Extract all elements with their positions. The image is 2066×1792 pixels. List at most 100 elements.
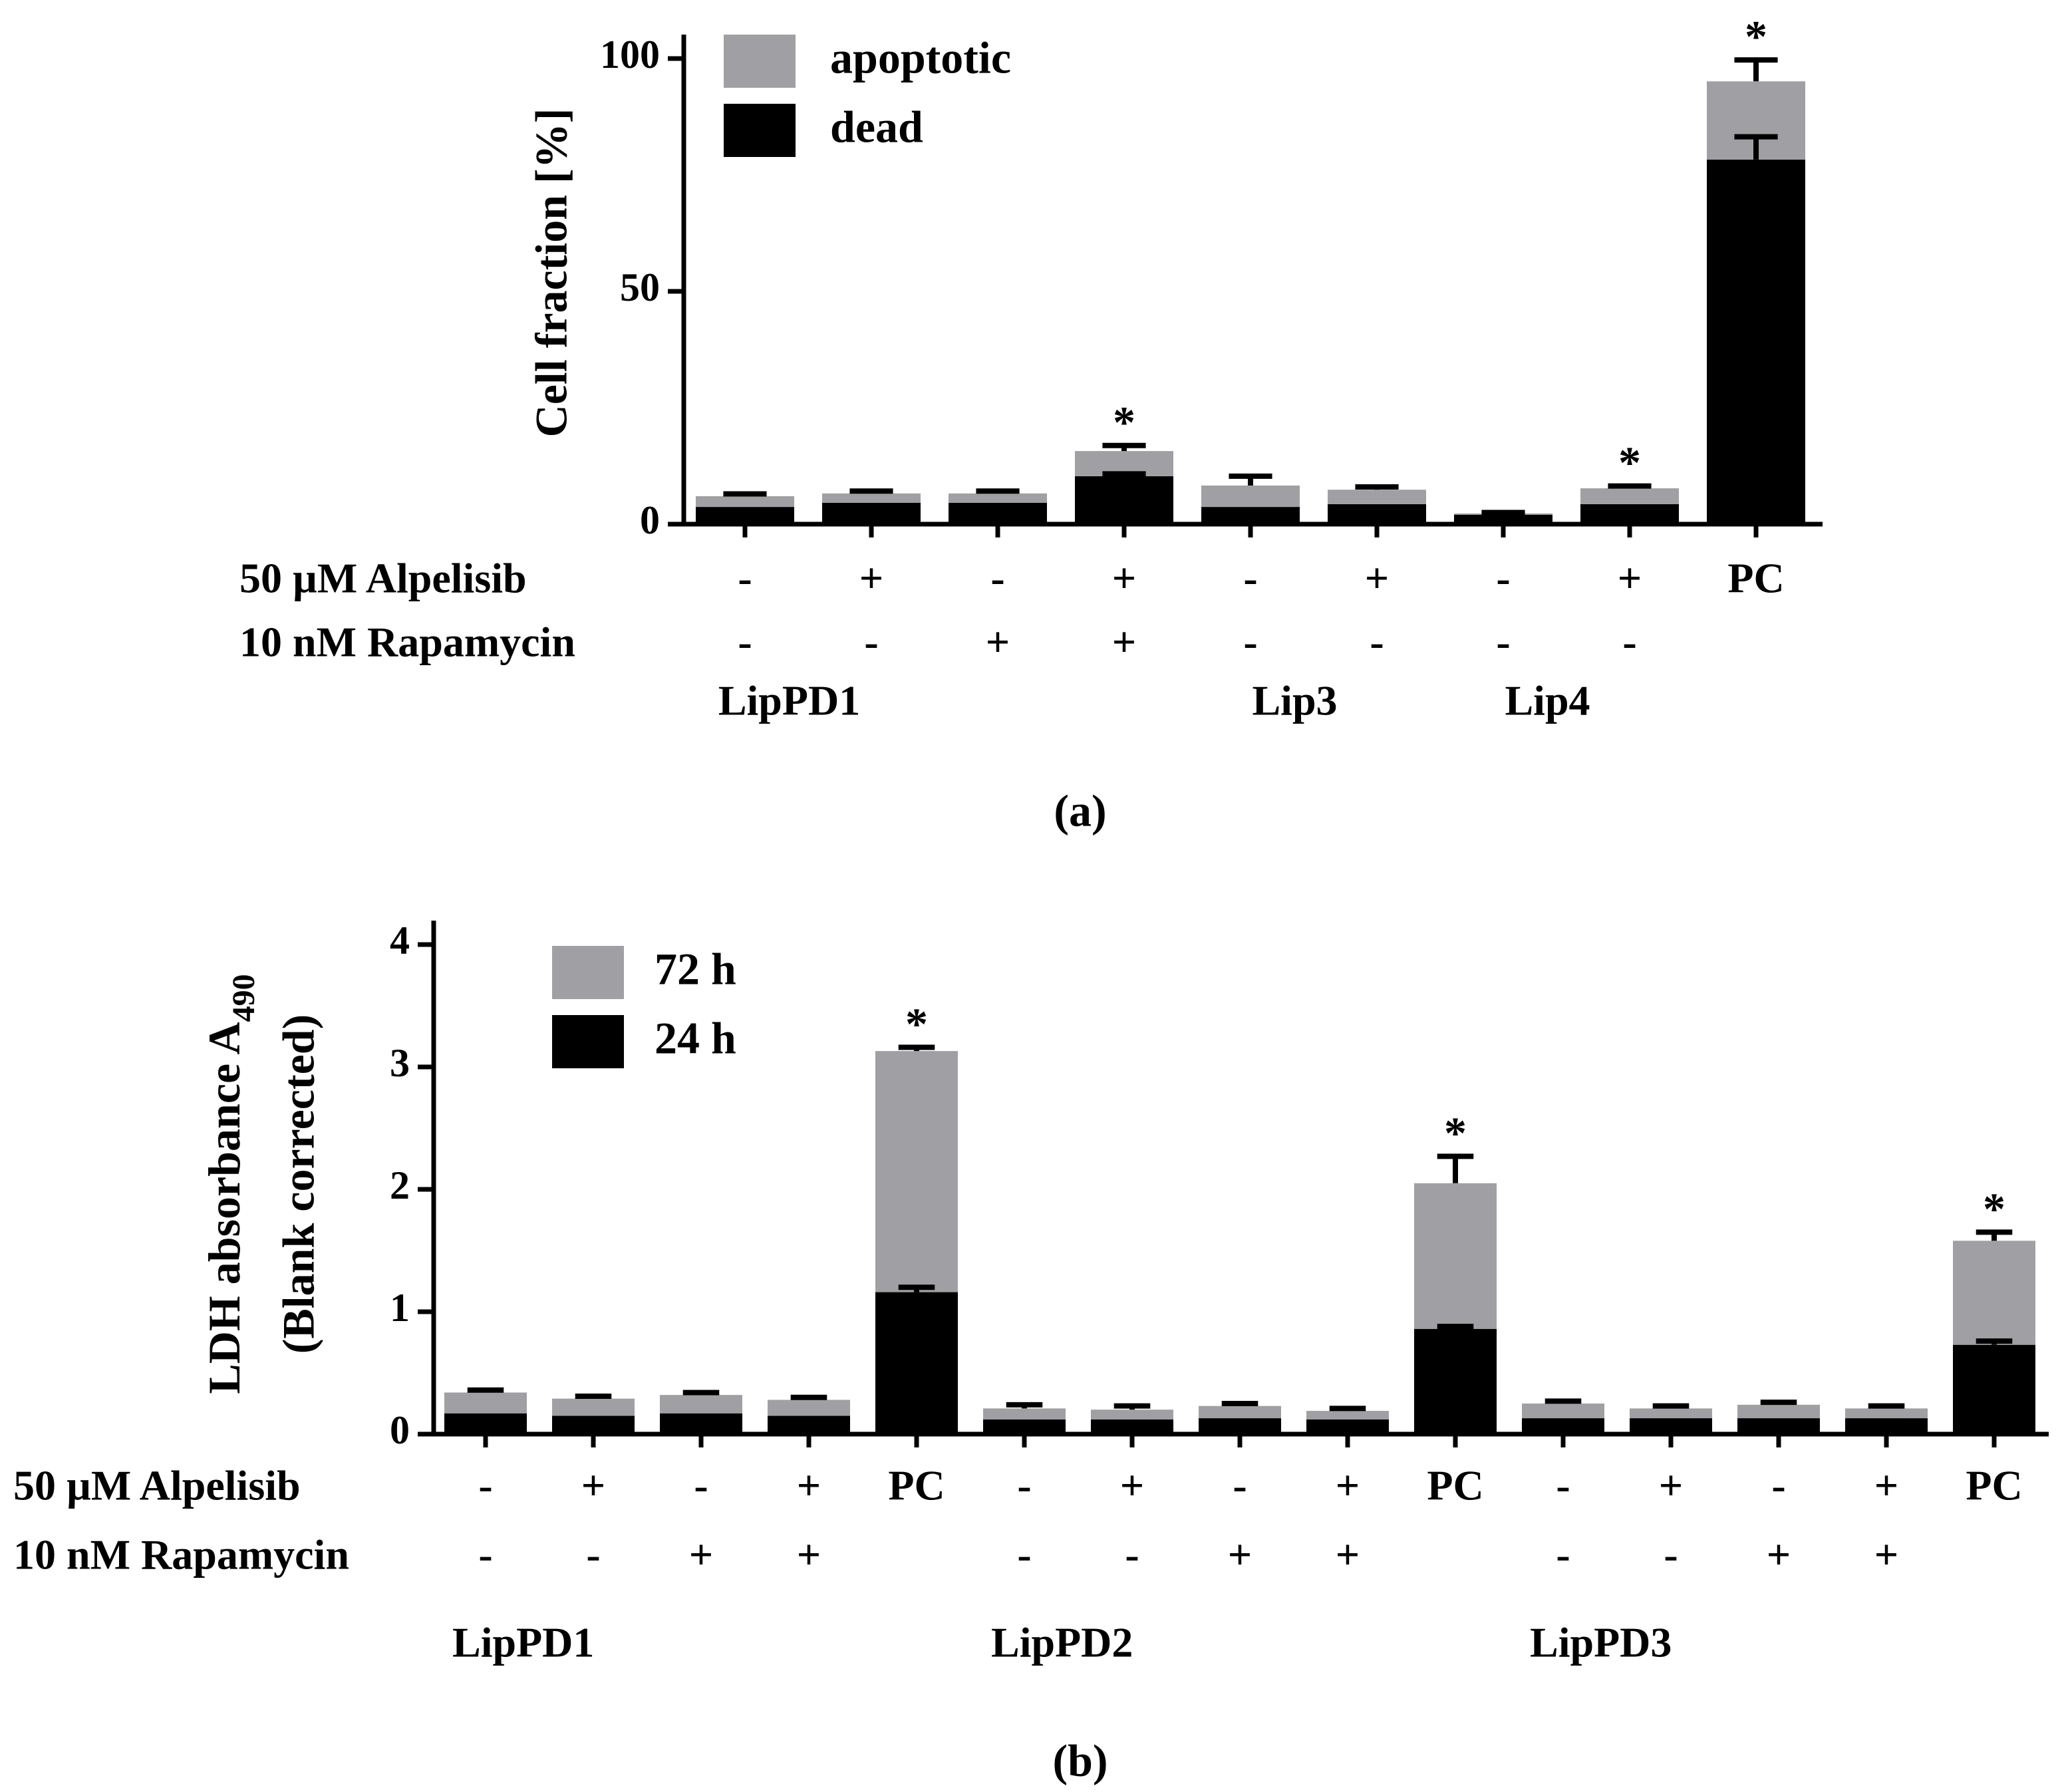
row-value: + xyxy=(1365,555,1389,602)
group-label: LipPD2 xyxy=(991,1619,1133,1666)
bar-segment xyxy=(768,1416,850,1434)
y-tick-label: 3 xyxy=(390,1041,410,1085)
significance-mark: * xyxy=(1983,1183,2005,1234)
row-value: - xyxy=(1017,1531,1031,1578)
bar-segment xyxy=(1845,1418,1928,1434)
significance-mark: * xyxy=(1444,1108,1467,1158)
row-value: - xyxy=(1243,555,1257,602)
bar-segment xyxy=(660,1413,742,1434)
y-tick-label: 0 xyxy=(640,498,660,542)
row-value: - xyxy=(738,555,752,602)
group-label: LipPD3 xyxy=(1530,1619,1672,1666)
significance-mark: * xyxy=(905,998,928,1049)
bar-segment xyxy=(822,502,921,524)
y-axis-label-line2: (Blank corrected) xyxy=(273,1014,324,1354)
bar-segment xyxy=(1414,1328,1497,1434)
error-bar xyxy=(1221,1401,1258,1406)
y-axis-label: Cell fraction [%] xyxy=(526,108,577,438)
group-label: LipPD1 xyxy=(718,677,860,724)
row-value: + xyxy=(1874,1462,1898,1509)
error-bar xyxy=(1652,1403,1690,1409)
error-bar xyxy=(1760,1400,1797,1406)
row-label: 50 µM Alpelisib xyxy=(13,1462,301,1509)
bar-segment xyxy=(1414,1183,1497,1329)
bar-segment xyxy=(949,493,1047,503)
row-value: + xyxy=(986,619,1010,666)
row-value: + xyxy=(1336,1531,1360,1578)
row-value: - xyxy=(738,619,752,666)
row-value: - xyxy=(1017,1462,1031,1509)
bar-segment xyxy=(1630,1408,1712,1419)
row-value: - xyxy=(1556,1531,1570,1578)
y-tick-label: 0 xyxy=(390,1408,410,1452)
bar-segment xyxy=(822,493,921,503)
error-bar xyxy=(1355,484,1399,490)
bar-segment xyxy=(875,1051,958,1292)
error-bar xyxy=(790,1394,827,1400)
row-value: - xyxy=(694,1462,708,1509)
bar-segment xyxy=(1630,1418,1712,1434)
row-value: PC xyxy=(888,1462,945,1509)
error-bar xyxy=(575,1393,612,1399)
legend-label: dead xyxy=(830,102,923,152)
error-bar xyxy=(1734,57,1778,82)
group-label: Lip4 xyxy=(1505,677,1590,724)
bar-segment xyxy=(1522,1404,1604,1419)
bar-segment xyxy=(1953,1344,2035,1434)
bar-segment xyxy=(696,496,794,508)
legend-label: 72 h xyxy=(655,944,736,994)
row-value: - xyxy=(1243,619,1257,666)
significance-mark: * xyxy=(1745,11,1767,62)
bar-segment xyxy=(444,1413,527,1434)
row-value: + xyxy=(1874,1531,1898,1578)
bar-segment xyxy=(1328,504,1426,524)
row-value: + xyxy=(1112,555,1136,602)
significance-mark: * xyxy=(1618,437,1641,488)
error-bar xyxy=(1102,471,1146,477)
row-value: - xyxy=(478,1462,492,1509)
y-axis-label: LDH absorbance A490 xyxy=(199,974,261,1394)
error-bar xyxy=(1006,1402,1043,1409)
error-bar xyxy=(682,1390,720,1396)
row-value: + xyxy=(1659,1462,1683,1509)
bar-segment xyxy=(1737,1418,1820,1434)
row-value: - xyxy=(1556,1462,1570,1509)
error-bar xyxy=(1329,1406,1366,1412)
row-value: + xyxy=(1228,1531,1252,1578)
error-bar xyxy=(1734,134,1778,160)
bar-segment xyxy=(1306,1411,1389,1419)
row-label: 10 nM Rapamycin xyxy=(239,619,575,666)
row-value: + xyxy=(581,1462,605,1509)
row-value: + xyxy=(797,1531,821,1578)
error-bar xyxy=(976,488,1020,494)
error-bar xyxy=(1868,1403,1905,1409)
caption: (a) xyxy=(1054,786,1106,836)
bar-segment xyxy=(552,1416,635,1434)
error-bar xyxy=(1437,1324,1474,1330)
error-bar xyxy=(1102,442,1146,452)
error-bar xyxy=(1113,1403,1151,1410)
row-value: - xyxy=(586,1531,600,1578)
legend-swatch xyxy=(552,946,624,999)
legend-label: apoptotic xyxy=(830,33,1011,83)
bar-segment xyxy=(1328,490,1426,504)
row-label: 50 µM Alpelisib xyxy=(239,555,527,602)
group-label: Lip3 xyxy=(1252,677,1337,724)
y-axis-label-main: LDH absorbance A xyxy=(199,1022,249,1394)
bar-segment xyxy=(1737,1404,1820,1419)
bar-segment xyxy=(1199,1418,1281,1434)
error-bar xyxy=(1545,1398,1582,1404)
y-tick-label: 2 xyxy=(390,1163,410,1207)
bar-segment xyxy=(1091,1410,1173,1419)
error-bar xyxy=(1976,1229,2013,1241)
legend-label: 24 h xyxy=(655,1013,736,1064)
significance-mark: * xyxy=(1113,396,1135,447)
row-value: - xyxy=(478,1531,492,1578)
bar-segment xyxy=(1845,1408,1928,1419)
error-bar xyxy=(1608,483,1652,489)
bar-segment xyxy=(1201,507,1300,524)
group-label: LipPD1 xyxy=(452,1619,594,1666)
error-bar xyxy=(898,1284,935,1292)
bar-segment xyxy=(444,1392,527,1414)
bar-segment xyxy=(1306,1419,1389,1434)
